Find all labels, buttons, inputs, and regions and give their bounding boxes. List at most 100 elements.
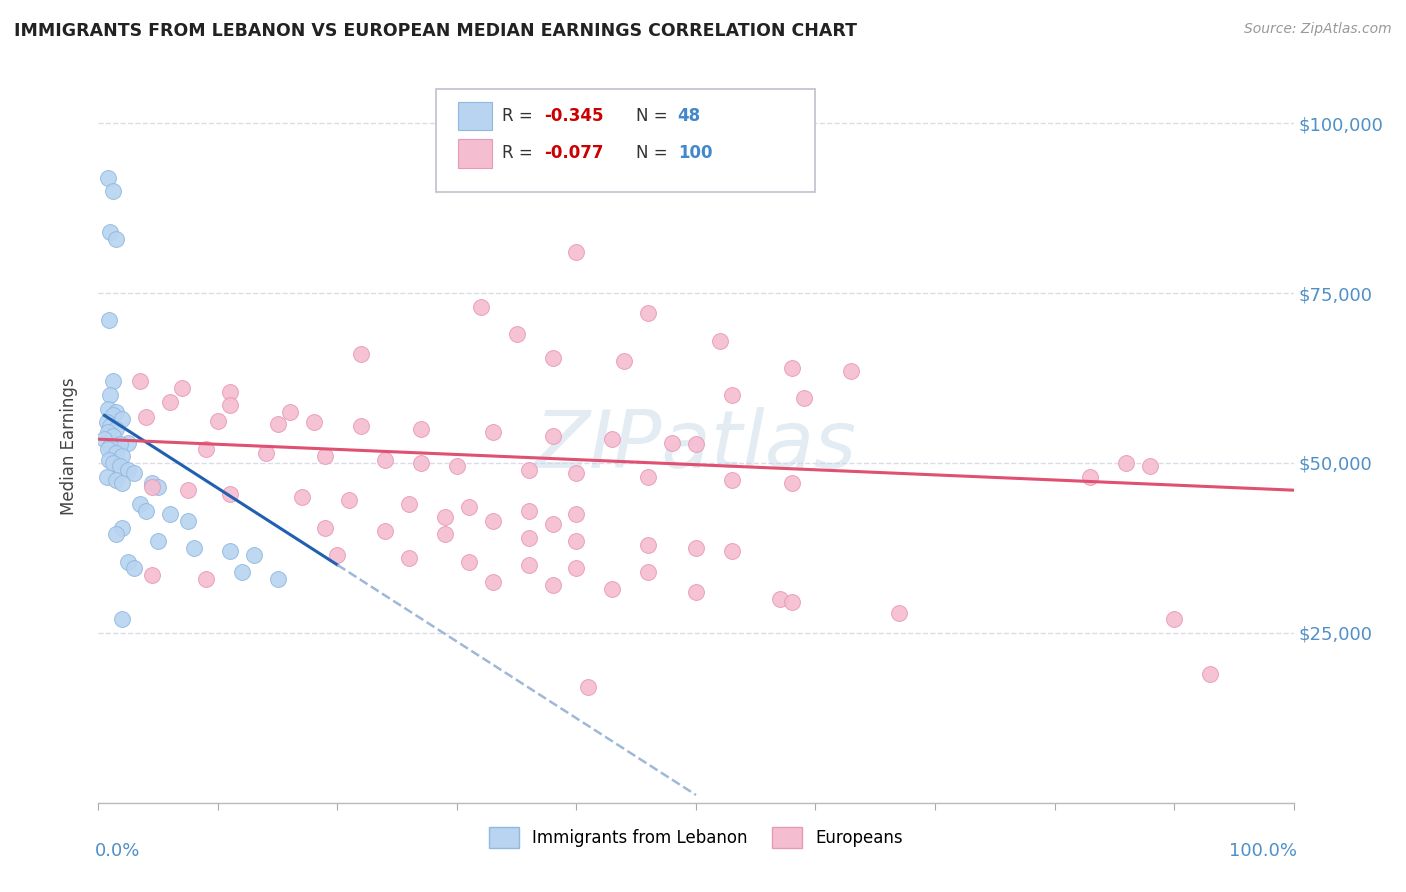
Point — [326, 548, 349, 562]
Point — [482, 425, 505, 440]
Point — [195, 442, 218, 457]
Point — [219, 486, 242, 500]
Point — [141, 568, 163, 582]
Point — [96, 415, 118, 429]
Point — [177, 514, 200, 528]
Point — [517, 463, 540, 477]
Point — [709, 334, 731, 348]
Text: IMMIGRANTS FROM LEBANON VS EUROPEAN MEDIAN EARNINGS CORRELATION CHART: IMMIGRANTS FROM LEBANON VS EUROPEAN MEDI… — [14, 22, 858, 40]
Point — [96, 469, 118, 483]
Point — [98, 418, 122, 433]
Point — [97, 425, 120, 440]
Point — [101, 184, 124, 198]
Text: R =: R = — [502, 107, 538, 125]
Point — [117, 435, 139, 450]
Point — [254, 446, 277, 460]
Point — [129, 375, 152, 389]
Point — [124, 466, 146, 480]
Text: 100.0%: 100.0% — [1229, 842, 1298, 860]
Point — [267, 417, 290, 431]
Point — [97, 401, 120, 416]
Text: N =: N = — [636, 145, 672, 162]
Point — [482, 514, 505, 528]
Point — [315, 520, 337, 534]
Point — [111, 612, 134, 626]
Text: -0.077: -0.077 — [544, 145, 603, 162]
Point — [517, 558, 540, 572]
Point — [148, 480, 170, 494]
Point — [721, 388, 744, 402]
Legend: Immigrants from Lebanon, Europeans: Immigrants from Lebanon, Europeans — [482, 821, 910, 855]
Point — [578, 680, 600, 694]
Point — [172, 381, 194, 395]
Point — [434, 527, 457, 541]
Point — [101, 375, 124, 389]
Point — [105, 232, 128, 246]
Point — [398, 497, 420, 511]
Point — [637, 565, 659, 579]
Point — [565, 507, 588, 521]
Text: 100: 100 — [678, 145, 713, 162]
Point — [1115, 456, 1137, 470]
Text: 48: 48 — [678, 107, 700, 125]
Point — [411, 456, 433, 470]
Point — [183, 541, 205, 555]
Point — [101, 409, 124, 423]
Point — [889, 606, 911, 620]
Point — [602, 432, 624, 446]
Text: Source: ZipAtlas.com: Source: ZipAtlas.com — [1244, 22, 1392, 37]
Point — [398, 551, 420, 566]
Point — [243, 548, 266, 562]
Point — [278, 405, 301, 419]
Point — [148, 534, 170, 549]
Point — [135, 503, 157, 517]
Point — [613, 354, 636, 368]
Point — [434, 144, 457, 158]
Point — [411, 422, 433, 436]
Point — [111, 412, 134, 426]
Point — [129, 497, 152, 511]
Point — [541, 351, 564, 365]
Point — [565, 561, 588, 575]
Point — [1139, 459, 1161, 474]
Point — [565, 245, 588, 260]
Point — [117, 463, 139, 477]
Point — [97, 442, 120, 457]
Point — [602, 582, 624, 596]
Point — [302, 415, 325, 429]
Point — [117, 555, 139, 569]
Point — [793, 392, 815, 406]
Point — [177, 483, 200, 498]
Text: R =: R = — [502, 145, 538, 162]
Point — [159, 507, 181, 521]
Point — [685, 585, 707, 599]
Point — [565, 534, 588, 549]
Point — [637, 306, 659, 320]
Point — [721, 544, 744, 558]
Point — [1163, 612, 1185, 626]
Point — [93, 432, 115, 446]
Point — [339, 493, 361, 508]
Point — [108, 459, 131, 474]
Point — [97, 170, 120, 185]
Point — [565, 466, 588, 480]
Text: N =: N = — [636, 107, 672, 125]
Point — [141, 476, 163, 491]
Point — [685, 437, 707, 451]
Point — [541, 517, 564, 532]
Point — [780, 360, 803, 375]
Point — [291, 490, 314, 504]
Point — [541, 429, 564, 443]
Point — [207, 414, 229, 428]
Point — [159, 394, 181, 409]
Point — [101, 456, 124, 470]
Point — [780, 476, 803, 491]
Point — [482, 574, 505, 589]
Point — [350, 418, 373, 433]
Point — [506, 326, 529, 341]
Point — [105, 422, 128, 436]
Point — [98, 452, 121, 467]
Point — [231, 565, 253, 579]
Point — [517, 531, 540, 545]
Text: -0.345: -0.345 — [544, 107, 603, 125]
